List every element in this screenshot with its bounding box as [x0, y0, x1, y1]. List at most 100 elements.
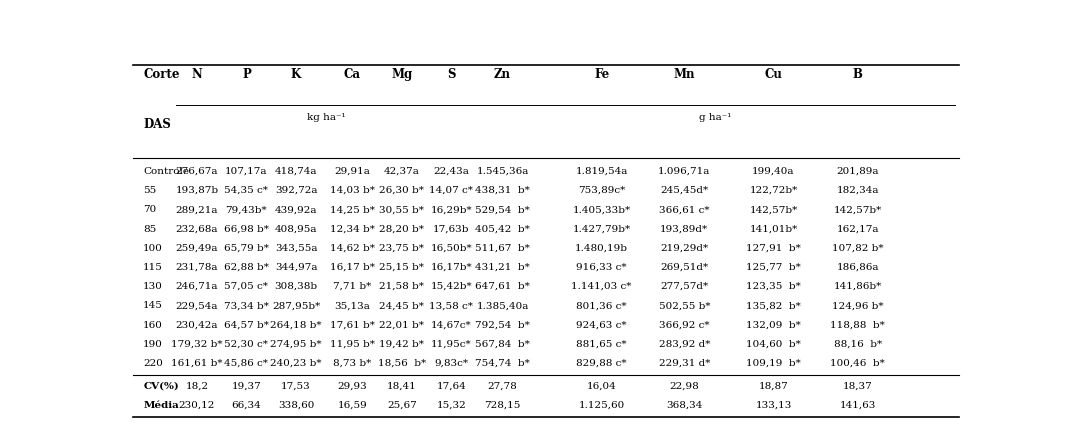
Text: K: K [291, 68, 301, 81]
Text: 728,15: 728,15 [484, 401, 520, 410]
Text: g ha⁻¹: g ha⁻¹ [699, 114, 732, 122]
Text: 1.141,03 c*: 1.141,03 c* [571, 282, 632, 291]
Text: 18,2: 18,2 [185, 381, 209, 390]
Text: 408,95a: 408,95a [275, 224, 318, 233]
Text: 22,98: 22,98 [669, 381, 699, 390]
Text: 14,03 b*: 14,03 b* [329, 186, 374, 195]
Text: 219,29d*: 219,29d* [660, 244, 708, 253]
Text: Zn: Zn [494, 68, 511, 81]
Text: DAS: DAS [143, 118, 171, 131]
Text: 16,17 b*: 16,17 b* [329, 263, 374, 272]
Text: S: S [447, 68, 455, 81]
Text: 792,54  b*: 792,54 b* [475, 320, 530, 329]
Text: 122,72b*: 122,72b* [749, 186, 797, 195]
Text: 141,86b*: 141,86b* [834, 282, 882, 291]
Text: 42,37a: 42,37a [384, 167, 420, 176]
Text: 230,12: 230,12 [179, 401, 215, 410]
Text: 308,38b: 308,38b [274, 282, 318, 291]
Text: 18,56  b*: 18,56 b* [377, 359, 425, 368]
Text: 118,88  b*: 118,88 b* [830, 320, 885, 329]
Text: 1.405,33b*: 1.405,33b* [572, 206, 631, 214]
Text: 70: 70 [143, 206, 157, 214]
Text: 193,89d*: 193,89d* [660, 224, 708, 233]
Text: 142,57b*: 142,57b* [749, 206, 797, 214]
Text: 916,33 c*: 916,33 c* [577, 263, 627, 272]
Text: Mg: Mg [391, 68, 413, 81]
Text: 25,67: 25,67 [387, 401, 417, 410]
Text: 19,37: 19,37 [231, 381, 261, 390]
Text: 132,09  b*: 132,09 b* [746, 320, 801, 329]
Text: B: B [853, 68, 862, 81]
Text: 21,58 b*: 21,58 b* [379, 282, 424, 291]
Text: 14,62 b*: 14,62 b* [329, 244, 374, 253]
Text: 287,95b*: 287,95b* [272, 301, 320, 310]
Text: 289,21a: 289,21a [176, 206, 219, 214]
Text: 240,23 b*: 240,23 b* [271, 359, 322, 368]
Text: 109,19  b*: 109,19 b* [746, 359, 801, 368]
Text: 107,82 b*: 107,82 b* [833, 244, 884, 253]
Text: 13,58 c*: 13,58 c* [430, 301, 473, 310]
Text: 29,91a: 29,91a [335, 167, 370, 176]
Text: 201,89a: 201,89a [837, 167, 879, 176]
Text: 65,79 b*: 65,79 b* [224, 244, 269, 253]
Text: 366,92 c*: 366,92 c* [659, 320, 710, 329]
Text: 567,84  b*: 567,84 b* [475, 340, 530, 349]
Text: 9,83c*: 9,83c* [434, 359, 468, 368]
Text: 141,01b*: 141,01b* [749, 224, 797, 233]
Text: 29,93: 29,93 [337, 381, 367, 390]
Text: 881,65 c*: 881,65 c* [577, 340, 627, 349]
Text: Ca: Ca [343, 68, 360, 81]
Text: 179,32 b*: 179,32 b* [172, 340, 223, 349]
Text: 392,72a: 392,72a [275, 186, 318, 195]
Text: 924,63 c*: 924,63 c* [577, 320, 627, 329]
Text: 66,34: 66,34 [231, 401, 261, 410]
Text: 11,95c*: 11,95c* [431, 340, 471, 349]
Text: 405,42  b*: 405,42 b* [475, 224, 530, 233]
Text: 57,05 c*: 57,05 c* [225, 282, 269, 291]
Text: 186,86a: 186,86a [837, 263, 879, 272]
Text: Corte: Corte [143, 68, 180, 81]
Text: P: P [242, 68, 251, 81]
Text: 115: 115 [143, 263, 163, 272]
Text: 1.125,60: 1.125,60 [579, 401, 625, 410]
Text: Fe: Fe [594, 68, 610, 81]
Text: kg ha⁻¹: kg ha⁻¹ [307, 114, 345, 122]
Text: 19,42 b*: 19,42 b* [379, 340, 424, 349]
Text: 14,67c*: 14,67c* [431, 320, 471, 329]
Text: 16,17b*: 16,17b* [431, 263, 472, 272]
Text: 7,71 b*: 7,71 b* [333, 282, 371, 291]
Text: 829,88 c*: 829,88 c* [577, 359, 627, 368]
Text: 439,92a: 439,92a [275, 206, 318, 214]
Text: 135,82  b*: 135,82 b* [746, 301, 801, 310]
Text: 1.480,19b: 1.480,19b [576, 244, 628, 253]
Text: 277,57d*: 277,57d* [660, 282, 708, 291]
Text: 22,43a: 22,43a [434, 167, 469, 176]
Text: 190: 190 [143, 340, 163, 349]
Text: 8,73 b*: 8,73 b* [333, 359, 371, 368]
Text: CV(%): CV(%) [143, 381, 179, 390]
Text: 1.096,71a: 1.096,71a [658, 167, 710, 176]
Text: 25,15 b*: 25,15 b* [379, 263, 424, 272]
Text: 18,37: 18,37 [843, 381, 873, 390]
Text: 55: 55 [143, 186, 157, 195]
Text: 11,95 b*: 11,95 b* [329, 340, 374, 349]
Text: Mn: Mn [674, 68, 695, 81]
Text: 23,75 b*: 23,75 b* [379, 244, 424, 253]
Text: 62,88 b*: 62,88 b* [224, 263, 269, 272]
Text: 88,16  b*: 88,16 b* [834, 340, 882, 349]
Text: 343,55a: 343,55a [275, 244, 318, 253]
Text: 130: 130 [143, 282, 163, 291]
Text: 1.819,54a: 1.819,54a [576, 167, 628, 176]
Text: 801,36 c*: 801,36 c* [577, 301, 627, 310]
Text: 14,07 c*: 14,07 c* [430, 186, 473, 195]
Text: 17,64: 17,64 [436, 381, 466, 390]
Text: 16,50b*: 16,50b* [431, 244, 472, 253]
Text: 438,31  b*: 438,31 b* [475, 186, 530, 195]
Text: 52,30 c*: 52,30 c* [225, 340, 269, 349]
Text: 123,35  b*: 123,35 b* [746, 282, 801, 291]
Text: 64,57 b*: 64,57 b* [224, 320, 269, 329]
Text: 283,92 d*: 283,92 d* [659, 340, 710, 349]
Text: 220: 220 [143, 359, 163, 368]
Text: 232,68a: 232,68a [176, 224, 219, 233]
Text: 100: 100 [143, 244, 163, 253]
